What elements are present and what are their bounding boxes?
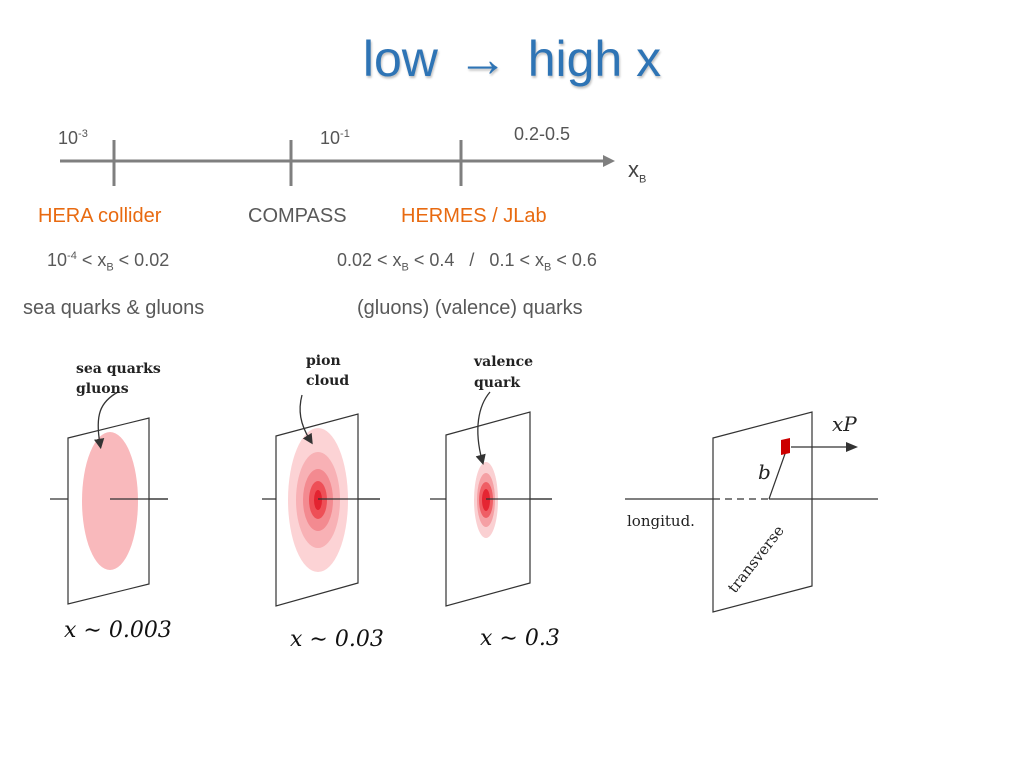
panel1-label-line2: gluons (76, 381, 129, 397)
panel1-label-line1: sea quarks (76, 361, 161, 377)
title-arrow: → (457, 31, 508, 87)
momentum-label: xP (832, 412, 857, 436)
panel2-caption: x ∼ 0.03 (290, 627, 384, 652)
panel3-label-line2: quark (474, 375, 520, 391)
panel1-caption: x ∼ 0.003 (64, 618, 172, 643)
experiment-hermes: HERMES / JLab (401, 205, 547, 227)
panel3-label-line1: valence (473, 354, 533, 370)
slide-title: low → high x (0, 30, 1024, 88)
title-high: high x (527, 31, 662, 87)
title-low: low (362, 31, 438, 87)
tick-label-2: 10-1 (320, 128, 350, 148)
panel-sea-quarks: sea quarks gluons x ∼ 0.003 (50, 361, 172, 643)
axis-variable: xB (628, 157, 647, 186)
panel-pion-cloud: pion cloud x ∼ 0.03 (262, 353, 384, 652)
panel3-caption: x ∼ 0.3 (480, 626, 560, 651)
experiment-compass: COMPASS (248, 205, 347, 227)
tick-label-1: 10-3 (58, 128, 88, 148)
parton-square (781, 438, 790, 455)
axis-arrowhead (603, 155, 615, 167)
panel-valence-quark: valence quark x ∼ 0.3 (430, 354, 560, 651)
panel2-label-line1: pion (306, 353, 341, 369)
panel2-label-line2: cloud (306, 373, 349, 389)
tick-label-3: 0.2-0.5 (514, 124, 571, 144)
kinematics-diagram: xP b longitud. transverse (625, 411, 878, 613)
impact-parameter-label: b (758, 460, 771, 484)
description-sea: sea quarks & gluons (23, 297, 205, 319)
xb-axis (60, 140, 615, 186)
experiment-hera: HERA collider (38, 205, 162, 227)
range-hermes: 0.02 < xB < 0.4 / 0.1 < xB < 0.6 (337, 250, 597, 274)
longitudinal-label: longitud. (627, 512, 695, 530)
parton-distribution-figures: sea quarks gluons x ∼ 0.003 pion cloud x… (50, 353, 878, 652)
description-valence: (gluons) (valence) quarks (357, 297, 583, 319)
range-hera: 10-4 < xB < 0.02 (47, 250, 170, 274)
